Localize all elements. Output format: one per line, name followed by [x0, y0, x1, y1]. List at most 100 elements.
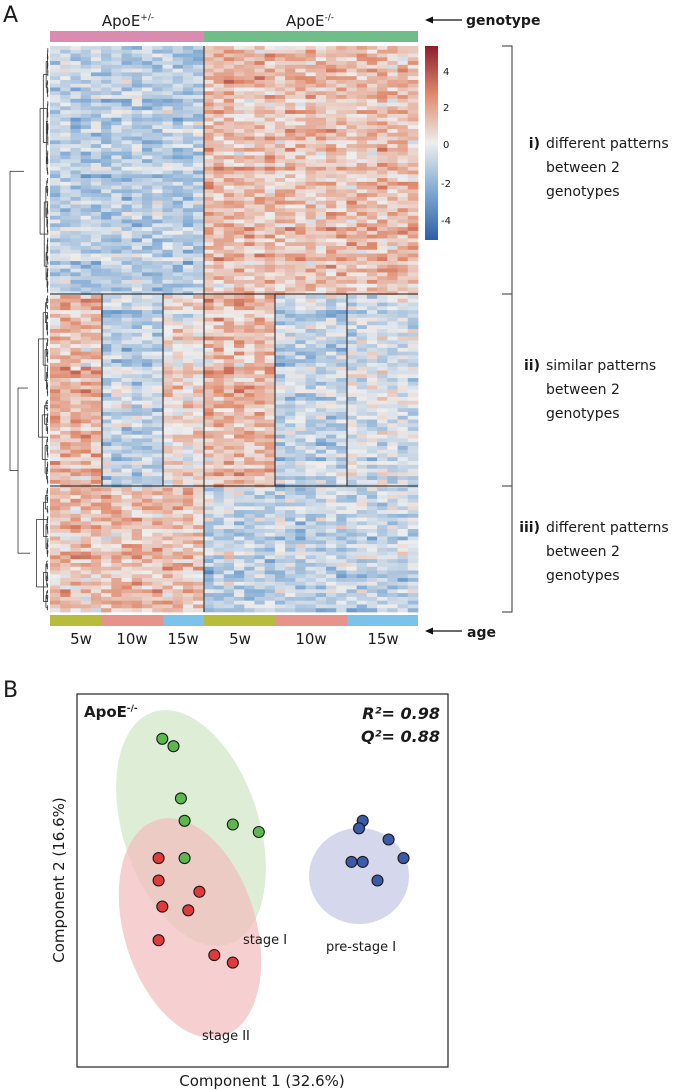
heatmap-cell: [387, 313, 398, 319]
heatmap-cell: [193, 121, 204, 126]
heatmap-cell: [152, 283, 163, 288]
heatmap-cell: [213, 283, 225, 288]
heatmap-cell: [213, 412, 225, 417]
heatmap-cell: [60, 129, 71, 134]
heatmap-cell: [162, 76, 174, 81]
heatmap-cell: [193, 540, 204, 545]
heatmap-cell: [264, 106, 276, 111]
heatmap-cell: [326, 502, 337, 507]
heatmap-cell: [203, 396, 214, 402]
heatmap-cell: [387, 121, 398, 126]
heatmap-cell: [90, 344, 102, 349]
heatmap-cell: [172, 412, 184, 417]
heatmap-cell: [254, 378, 266, 383]
heatmap-cell: [193, 223, 204, 228]
heatmap-cell: [70, 551, 82, 556]
heatmap-cell: [254, 291, 266, 296]
heatmap-cell: [162, 72, 174, 77]
heatmap-cell: [407, 61, 419, 66]
heatmap-cell: [244, 46, 255, 51]
heatmap-cell: [234, 544, 245, 549]
heatmap-cell: [377, 291, 388, 296]
heatmap-cell: [80, 261, 92, 266]
heatmap-cell: [203, 159, 214, 164]
heatmap-cell: [407, 506, 419, 511]
heatmap-cell: [254, 162, 266, 168]
heatmap-cell: [326, 445, 337, 451]
heatmap-cell: [254, 295, 266, 300]
heatmap-cell: [336, 427, 347, 432]
heatmap-cell: [90, 125, 102, 130]
heatmap-cell: [264, 423, 276, 428]
heatmap-cell: [244, 400, 255, 405]
heatmap-cell: [407, 136, 419, 141]
heatmap-cell: [162, 374, 174, 379]
heatmap-cell: [326, 355, 337, 360]
heatmap-cell: [285, 185, 296, 190]
heatmap-cell: [101, 378, 112, 383]
heatmap-cell: [315, 400, 327, 405]
heatmap-cell: [101, 245, 112, 251]
heatmap-cell: [60, 423, 71, 428]
heatmap-cell: [90, 491, 102, 496]
heatmap-cell: [356, 95, 368, 100]
heatmap-cell: [142, 155, 153, 160]
heatmap-cell: [356, 491, 368, 496]
heatmap-cell: [397, 359, 409, 364]
heatmap-cell: [244, 261, 255, 266]
heatmap-cell: [213, 162, 225, 168]
heatmap-cell: [254, 298, 266, 303]
heatmap-cell: [203, 87, 214, 92]
heatmap-cell: [223, 136, 235, 141]
heatmap-cell: [346, 219, 358, 224]
heatmap-cell: [131, 234, 143, 239]
heatmap-cell: [244, 562, 255, 568]
heatmap-cell: [90, 166, 102, 171]
heatmap-cell: [131, 287, 143, 292]
heatmap-cell: [213, 272, 225, 277]
heatmap-cell: [50, 261, 61, 266]
heatmap-cell: [60, 510, 71, 515]
heatmap-cell: [121, 200, 133, 205]
heatmap-cell: [377, 91, 388, 96]
heatmap-cell: [366, 261, 378, 266]
heatmap-cell: [223, 132, 235, 137]
heatmap-cell: [60, 287, 71, 292]
heatmap-cell: [203, 295, 214, 300]
heatmap-cell: [346, 61, 358, 66]
heatmap-cell: [346, 102, 358, 107]
heatmap-cell: [397, 200, 409, 205]
heatmap-cell: [346, 374, 358, 379]
heatmap-cell: [315, 238, 327, 243]
heatmap-cell: [213, 457, 225, 462]
heatmap-cell: [80, 525, 92, 530]
heatmap-cell: [366, 540, 378, 545]
heatmap-cell: [356, 125, 368, 130]
heatmap-cell: [60, 64, 71, 70]
heatmap-cell: [70, 151, 82, 156]
heatmap-cell: [223, 68, 235, 73]
heatmap-cell: [387, 200, 398, 205]
heatmap-cell: [336, 396, 347, 402]
heatmap-cell: [285, 559, 296, 564]
heatmap-cell: [387, 196, 398, 202]
heatmap-cell: [366, 430, 378, 436]
heatmap-cell: [111, 351, 122, 356]
heatmap-cell: [346, 185, 358, 190]
heatmap-cell: [131, 434, 143, 439]
heatmap-cell: [172, 404, 184, 409]
heatmap-cell: [387, 253, 398, 258]
heatmap-cell: [203, 76, 214, 81]
heatmap-cell: [193, 110, 204, 115]
heatmap-cell: [356, 106, 368, 111]
heatmap-cell: [213, 121, 225, 126]
heatmap-cell: [142, 102, 153, 107]
heatmap-cell: [121, 415, 133, 420]
heatmap-cell: [397, 536, 409, 541]
heatmap-cell: [182, 479, 194, 485]
heatmap-cell: [377, 555, 388, 560]
heatmap-cell: [285, 427, 296, 432]
heatmap-cell: [407, 423, 419, 428]
heatmap-cell: [101, 117, 112, 122]
heatmap-cell: [182, 562, 194, 568]
